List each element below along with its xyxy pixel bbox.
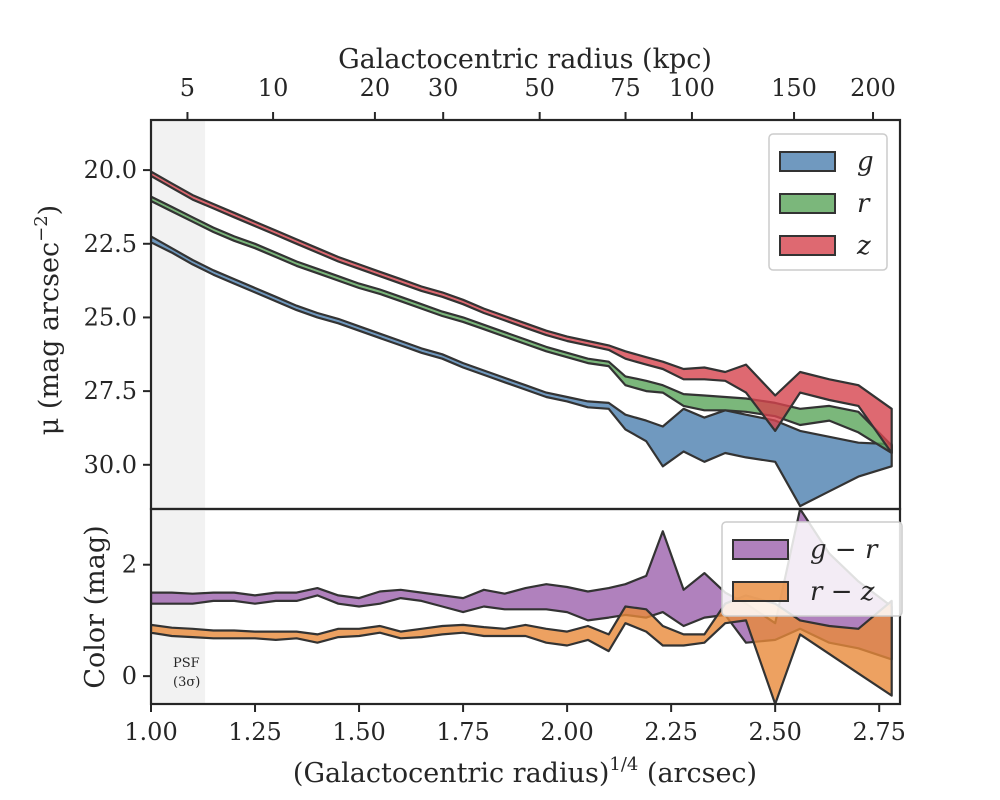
- top-x-tick-label-1: 10: [258, 74, 289, 102]
- y-tick-label-color-1: 2: [122, 551, 137, 579]
- legend-label-surface-brightness-0: g: [857, 147, 874, 177]
- legend-swatch-surface-brightness-0: [779, 151, 836, 172]
- top-legend: grz: [768, 133, 888, 271]
- color-panel: 02 1.00 1.25 1.50 1.75 2.00 2.25 2.50 2.75 PSF …: [80, 507, 906, 746]
- top-x-tick-label-4: 50: [524, 74, 555, 102]
- bottom-y-ticks: 02: [122, 551, 151, 690]
- legend-label-surface-brightness-1: r: [857, 189, 871, 219]
- top-x-tick-label-8: 200: [850, 74, 896, 102]
- y-tick-label-surface-brightness-0: 20.0: [84, 156, 137, 184]
- bottom-legend: g − r r − z: [721, 521, 903, 617]
- top-x-tick-label-2: 20: [360, 74, 391, 102]
- top-axis-title: Galactocentric radius (kpc): [338, 44, 712, 75]
- band-surface-brightness-2: [151, 170, 893, 455]
- bottom-psf-region: [151, 509, 206, 704]
- legend-label-color-0: g − r: [810, 535, 879, 565]
- x-tick-label-0: 1.00: [124, 718, 177, 746]
- band-color-1: [151, 594, 893, 704]
- top-y-ticks: 20.0 22.5 25.0 27.5 30.0: [84, 156, 151, 479]
- y-tick-label-color-0: 0: [122, 662, 137, 690]
- bottom-series-group: [151, 509, 893, 704]
- psf-label-line2: (3σ): [173, 675, 200, 690]
- x-tick-label-7: 2.75: [852, 718, 905, 746]
- legend-swatch-surface-brightness-2: [779, 235, 836, 256]
- top-psf-region: [151, 120, 206, 509]
- y-tick-label-surface-brightness-2: 25.0: [84, 303, 137, 331]
- x-axis-title: (Galactocentric radius)1/4 (arcsec): [293, 754, 757, 789]
- secondary-x-ticks: 5 10 20 30 50 75 100 150 200: [180, 74, 896, 120]
- top-x-tick-label-0: 5: [180, 74, 195, 102]
- x-tick-label-6: 2.50: [748, 718, 801, 746]
- x-tick-label-1: 1.25: [228, 718, 281, 746]
- legend-label-surface-brightness-2: z: [856, 231, 871, 261]
- surface-brightness-panel: 20.0 22.5 25.0 27.5 30.0 5 10 20 30 50 75 100 150 20…: [31, 44, 902, 511]
- top-x-tick-label-6: 100: [669, 74, 715, 102]
- top-x-tick-label-3: 30: [428, 74, 459, 102]
- x-tick-label-5: 2.25: [644, 718, 697, 746]
- y-tick-label-surface-brightness-4: 30.0: [84, 451, 137, 479]
- top-y-axis-title: μ (mag arcsec−2): [31, 205, 65, 435]
- psf-label-line1: PSF: [173, 656, 200, 671]
- top-x-tick-label-5: 75: [610, 74, 641, 102]
- band-surface-brightness-0: [151, 235, 893, 508]
- legend-swatch-color-1: [732, 581, 789, 602]
- y-tick-label-surface-brightness-1: 22.5: [84, 230, 137, 258]
- top-series-group: [151, 170, 893, 508]
- bottom-y-axis-title: Color (mag): [80, 525, 111, 688]
- x-ticks: 1.00 1.25 1.50 1.75 2.00 2.25 2.50 2.75: [124, 704, 906, 746]
- x-tick-label-3: 1.75: [436, 718, 489, 746]
- top-x-tick-label-7: 150: [771, 74, 817, 102]
- legend-label-color-1: r − z: [810, 577, 875, 607]
- legend-swatch-surface-brightness-1: [779, 193, 836, 214]
- legend-swatch-color-0: [732, 539, 789, 560]
- x-tick-label-2: 1.50: [332, 718, 385, 746]
- x-tick-label-4: 2.00: [540, 718, 593, 746]
- y-tick-label-surface-brightness-3: 27.5: [84, 377, 137, 405]
